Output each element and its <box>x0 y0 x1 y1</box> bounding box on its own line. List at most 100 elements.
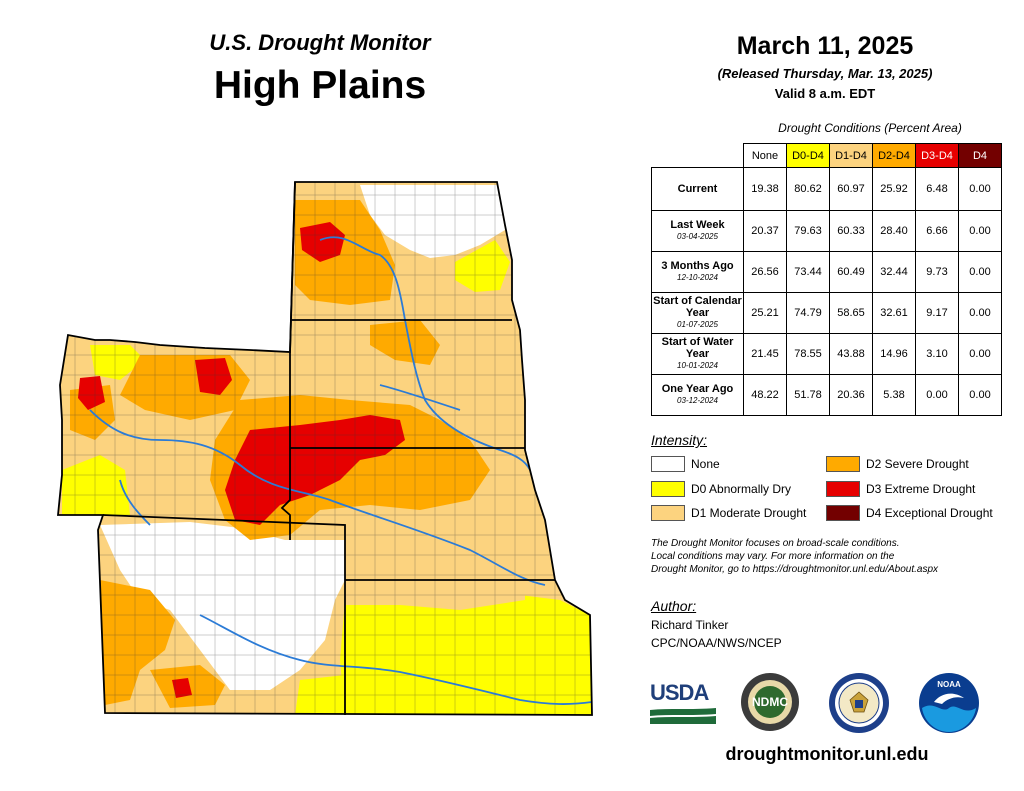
table-row-3-months-ago: 3 Months Ago 12-10-2024 26.56 73.44 60.49… <box>651 251 1002 293</box>
table-header-row: None D0-D4 D1-D4 D2-D4 D3-D4 D4 <box>652 143 1002 168</box>
table-cell: 0.00 <box>958 292 1002 334</box>
none-area-nd <box>360 185 505 258</box>
row-label-text: Current <box>677 183 718 195</box>
table-cell: 51.78 <box>786 374 830 416</box>
row-sublabel: 12-10-2024 <box>677 273 718 282</box>
table-cell: 78.55 <box>786 333 830 375</box>
table-cell: 0.00 <box>958 333 1002 375</box>
row-label: 3 Months Ago 12-10-2024 <box>651 251 744 293</box>
legend-label: None <box>691 457 720 471</box>
table-cell: 21.45 <box>743 333 787 375</box>
row-label: Start of Calendar Year 01-07-2025 <box>651 292 744 334</box>
ndmc-logo-text: NDMC <box>752 695 788 709</box>
drought-map <box>57 181 593 716</box>
legend-item-d1: D1 Moderate Drought <box>651 505 806 521</box>
none-area-co <box>100 522 345 690</box>
legend-swatch <box>651 505 685 521</box>
noaa-bird-icon <box>919 673 979 733</box>
row-label: Last Week 03-04-2025 <box>651 210 744 252</box>
table-corner <box>652 144 744 168</box>
row-label-text: Last Week <box>670 219 725 231</box>
map-date: March 11, 2025 <box>736 32 914 60</box>
table-cell: 60.97 <box>829 167 873 211</box>
table-row-last-week: Last Week 03-04-2025 20.37 79.63 60.33 28… <box>651 210 1002 252</box>
legend-item-d3: D3 Extreme Drought <box>826 481 975 497</box>
legend-item-d2: D2 Severe Drought <box>826 456 969 472</box>
d3-area-wy-n <box>195 358 232 395</box>
col-header-none: None <box>743 143 787 168</box>
legend-item-d0: D0 Abnormally Dry <box>651 481 791 497</box>
table-cell: 43.88 <box>829 333 873 375</box>
row-sublabel: 03-12-2024 <box>677 396 718 405</box>
row-label: Start of Water Year 10-01-2024 <box>651 333 744 375</box>
usda-logo: USDA <box>650 680 718 726</box>
col-header-d1-d4: D1-D4 <box>829 143 873 168</box>
row-label: Current <box>651 167 744 211</box>
table-cell: 74.79 <box>786 292 830 334</box>
table-cell: 28.40 <box>872 210 916 252</box>
legend-label: D0 Abnormally Dry <box>691 482 792 496</box>
table-cell: 58.65 <box>829 292 873 334</box>
table-cell: 60.49 <box>829 251 873 293</box>
website-url[interactable]: droughtmonitor.unl.edu <box>725 744 929 764</box>
table-row-current: Current 19.38 80.62 60.97 25.92 6.48 0.0… <box>651 167 1002 211</box>
table-cell: 60.33 <box>829 210 873 252</box>
drought-conditions-table: None D0-D4 D1-D4 D2-D4 D3-D4 D4 Current … <box>651 143 1002 416</box>
d0-area-wy-w <box>62 455 130 515</box>
usda-logo-text: USDA <box>650 680 709 705</box>
author-name: Richard Tinker <box>651 618 729 632</box>
table-row-start-calendar-year: Start of Calendar Year 01-07-2025 25.21 7… <box>651 292 1002 334</box>
d0-area-nd <box>455 240 510 292</box>
legend-swatch <box>826 456 860 472</box>
row-label-text: One Year Ago <box>661 383 734 395</box>
region-title: High Plains <box>213 64 427 107</box>
d2-area-co-sw <box>100 580 175 705</box>
legend-item-d4: D4 Exceptional Drought <box>826 505 993 521</box>
table-cell: 25.92 <box>872 167 916 211</box>
table-cell: 3.10 <box>915 333 959 375</box>
col-header-d3-d4: D3-D4 <box>915 143 959 168</box>
table-cell: 26.56 <box>743 251 787 293</box>
legend-swatch <box>826 505 860 521</box>
noaa-logo: NOAA <box>918 672 980 734</box>
doc-seal-logo <box>828 672 890 734</box>
table-cell: 6.48 <box>915 167 959 211</box>
col-header-d4: D4 <box>958 143 1002 168</box>
noaa-logo-text: NOAA <box>937 680 961 689</box>
note-line: The Drought Monitor focuses on broad-sca… <box>651 538 900 549</box>
legend-label: D3 Extreme Drought <box>866 482 976 496</box>
release-date: (Released Thursday, Mar. 13, 2025) <box>717 66 933 81</box>
legend-label: D2 Severe Drought <box>866 457 969 471</box>
table-title: Drought Conditions (Percent Area) <box>778 121 962 135</box>
col-header-d0-d4: D0-D4 <box>786 143 830 168</box>
table-cell: 14.96 <box>872 333 916 375</box>
note-line: Drought Monitor, go to https://droughtmo… <box>651 564 939 575</box>
map-subtitle: U.S. Drought Monitor <box>209 30 431 55</box>
ndmc-seal-icon <box>741 673 799 731</box>
author-organization: CPC/NOAA/NWS/NCEP <box>651 636 782 650</box>
table-cell: 0.00 <box>958 251 1002 293</box>
table-row-one-year-ago: One Year Ago 03-12-2024 48.22 51.78 20.36… <box>651 374 1002 416</box>
d2-area-sd <box>370 320 440 365</box>
table-cell: 0.00 <box>915 374 959 416</box>
legend-swatch <box>651 481 685 497</box>
ndmc-logo: NDMC <box>740 672 800 732</box>
col-header-d2-d4: D2-D4 <box>872 143 916 168</box>
row-sublabel: 03-04-2025 <box>677 232 718 241</box>
d3-area-wy-nw <box>78 376 105 410</box>
table-cell: 32.44 <box>872 251 916 293</box>
table-cell: 6.66 <box>915 210 959 252</box>
d3-area-co-s <box>172 678 192 698</box>
d0-area-ks <box>340 590 592 715</box>
d0-area-wy-nw <box>90 345 145 380</box>
table-cell: 9.17 <box>915 292 959 334</box>
row-sublabel: 01-07-2025 <box>677 320 718 329</box>
table-cell: 0.00 <box>958 210 1002 252</box>
table-cell: 5.38 <box>872 374 916 416</box>
disclaimer-note: The Drought Monitor focuses on broad-sca… <box>651 537 1011 576</box>
table-cell: 80.62 <box>786 167 830 211</box>
table-cell: 25.21 <box>743 292 787 334</box>
table-cell: 0.00 <box>958 167 1002 211</box>
table-cell: 9.73 <box>915 251 959 293</box>
table-cell: 73.44 <box>786 251 830 293</box>
